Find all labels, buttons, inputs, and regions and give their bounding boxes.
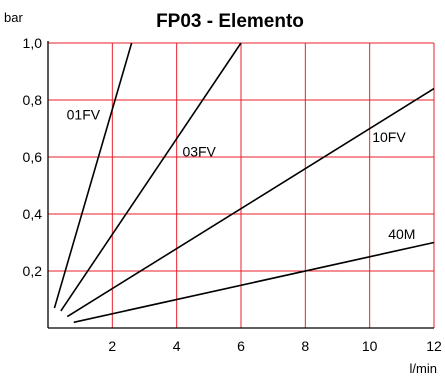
y-tick-label: 1,0 — [23, 35, 43, 51]
y-tick-label: 0,4 — [23, 206, 43, 222]
x-tick-label: 12 — [426, 338, 442, 354]
chart-title: FP03 - Elemento — [156, 11, 304, 32]
series-line-40m — [73, 241, 435, 324]
series-lines — [53, 42, 435, 324]
y-tick-label: 0,6 — [23, 149, 43, 165]
y-tick-label: 0,2 — [23, 263, 43, 279]
series-line-01fv — [53, 42, 133, 309]
x-tick-label: 8 — [301, 338, 309, 354]
series-label-10fv: 10FV — [372, 129, 406, 145]
x-tick-label: 4 — [173, 338, 181, 354]
grid — [48, 42, 435, 328]
series-label-40m: 40M — [388, 226, 415, 242]
x-axis-unit: l/min — [410, 361, 437, 376]
x-tick-label: 2 — [108, 338, 116, 354]
y-axis-unit: bar — [4, 10, 23, 25]
x-tick-label: 6 — [237, 338, 245, 354]
axes — [47, 41, 434, 329]
tick-labels: 2 4 6 8 10 12 0,2 0,4 0,6 0,8 1,0 — [23, 35, 442, 354]
series-label-01fv: 01FV — [67, 106, 101, 122]
x-tick-label: 10 — [362, 338, 378, 354]
series-labels: 01FV 03FV 10FV 40M — [67, 106, 416, 242]
series-line-03fv — [60, 42, 242, 312]
y-tick-label: 0,8 — [23, 92, 43, 108]
series-line-10fv — [66, 87, 435, 318]
series-label-03fv: 03FV — [182, 143, 216, 159]
